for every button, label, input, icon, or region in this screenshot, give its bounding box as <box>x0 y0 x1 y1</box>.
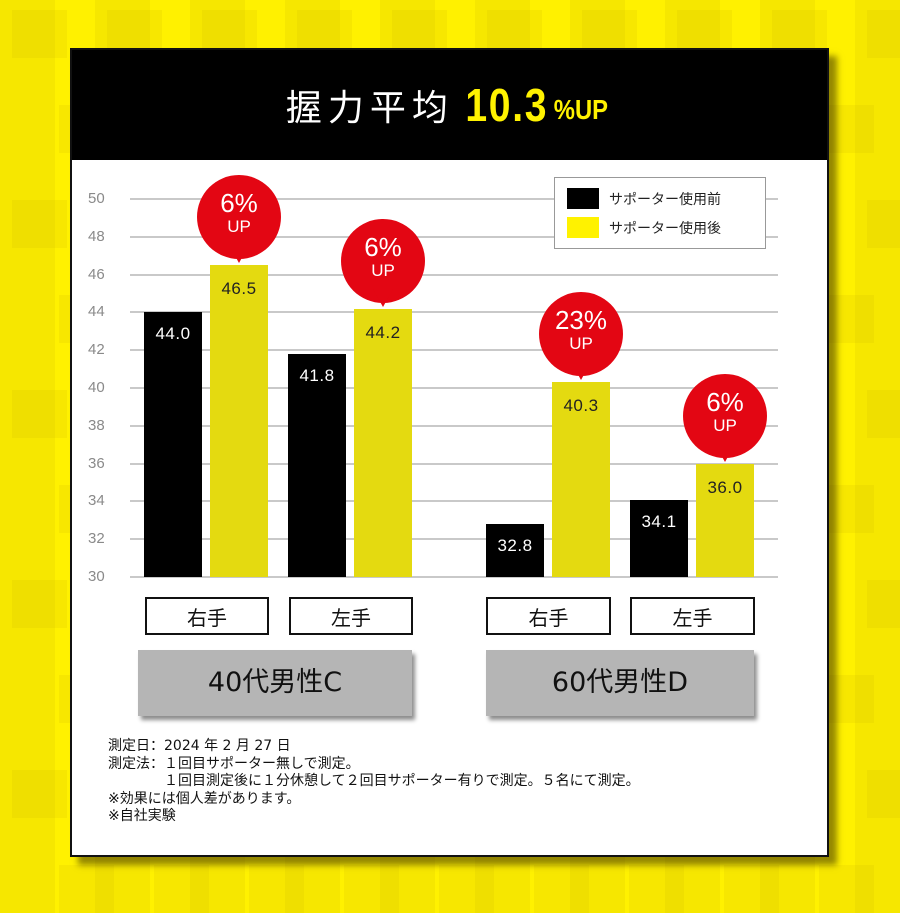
increase-callout: 6% UP <box>341 219 425 307</box>
bar-value-after: 46.5 <box>221 279 257 298</box>
gridline <box>130 425 778 427</box>
callout-up: UP <box>371 261 395 280</box>
gridline <box>130 500 778 502</box>
bar-after: 36.0 <box>696 464 754 577</box>
title-header: 握力平均 10.3 %UP <box>72 50 827 160</box>
y-tick-label: 36 <box>88 455 105 472</box>
background-tile <box>12 200 67 248</box>
legend-swatch-before <box>567 188 599 209</box>
notes: 測定日：2024 年 2 月 27 日 測定法：１回目サポーター無しで測定。 １… <box>108 738 640 826</box>
bar-value-before: 32.8 <box>497 536 533 555</box>
hand-label-c-right: 右手 <box>145 597 269 635</box>
gridline <box>130 576 778 578</box>
callout-up: UP <box>227 217 251 236</box>
background-tile <box>867 770 900 818</box>
title-suffix: %UP <box>554 94 609 125</box>
gridline <box>130 274 778 276</box>
bar-value-before: 41.8 <box>299 366 335 385</box>
gridline <box>130 349 778 351</box>
y-tick-label: 38 <box>88 417 105 434</box>
y-tick-label: 42 <box>88 341 105 358</box>
background-tile <box>867 10 900 58</box>
note-method-detail: １回目測定後に１分休憩して２回目サポーター有りで測定。５名にて測定。 <box>108 773 640 789</box>
callout-pointer-icon <box>571 362 591 380</box>
bar-value-after: 44.2 <box>365 323 401 342</box>
bar-before: 41.8 <box>288 354 346 577</box>
bar-value-after: 40.3 <box>563 396 599 415</box>
gridline <box>130 463 778 465</box>
hand-label-c-left: 左手 <box>289 597 413 635</box>
callout-pointer-icon <box>229 245 249 263</box>
background-tile <box>12 10 67 58</box>
gridline <box>130 538 778 540</box>
callout-percent: 6% <box>220 188 258 218</box>
y-tick-label: 32 <box>88 530 105 547</box>
y-tick-label: 40 <box>88 379 105 396</box>
bar-before: 34.1 <box>630 500 688 577</box>
bar-before: 44.0 <box>144 312 202 577</box>
group-label-c: 40代男性C <box>138 650 412 716</box>
legend-label-after: サポーター使用後 <box>609 220 721 237</box>
bar-after: 46.5 <box>210 265 268 577</box>
y-tick-label: 46 <box>88 266 105 283</box>
note-method: 測定法：１回目サポーター無しで測定。 <box>108 755 360 772</box>
legend-swatch-after <box>567 217 599 238</box>
legend-item-after: サポーター使用後 <box>567 217 721 238</box>
callout-percent: 6% <box>364 232 402 262</box>
y-tick-label: 50 <box>88 190 105 207</box>
y-tick-label: 44 <box>88 303 105 320</box>
gridline <box>130 311 778 313</box>
callout-percent: 6% <box>706 387 744 417</box>
bar-before: 32.8 <box>486 524 544 577</box>
background-tile <box>12 390 67 438</box>
background-tile <box>12 580 67 628</box>
y-tick-label: 34 <box>88 492 105 509</box>
hand-label-d-right: 右手 <box>486 597 611 635</box>
gridline <box>130 387 778 389</box>
increase-callout: 23% UP <box>539 292 623 380</box>
bar-after: 40.3 <box>552 382 610 577</box>
note-date: 測定日：2024 年 2 月 27 日 <box>108 738 291 754</box>
group-label-d: 60代男性D <box>486 650 754 716</box>
gridline <box>130 198 778 200</box>
background-tile <box>867 580 900 628</box>
y-tick-label: 30 <box>88 568 105 585</box>
bar-value-before: 44.0 <box>155 324 191 343</box>
increase-callout: 6% UP <box>197 175 281 263</box>
increase-callout: 6% UP <box>683 374 767 462</box>
callout-up: UP <box>569 334 593 353</box>
background-tile <box>867 390 900 438</box>
callout-pointer-icon <box>715 444 735 462</box>
background-tile <box>12 770 67 818</box>
hand-label-d-left: 左手 <box>630 597 755 635</box>
note-disclaimer: ※効果には個人差があります。 <box>108 790 301 807</box>
gridline <box>130 236 778 238</box>
y-tick-label: 48 <box>88 228 105 245</box>
title-number: 10.3 <box>465 79 549 131</box>
background-tile <box>867 200 900 248</box>
callout-pointer-icon <box>373 289 393 307</box>
callout-percent: 23% <box>554 305 608 335</box>
title-prefix: 握力平均 <box>285 88 454 129</box>
note-inhouse: ※自社実験 <box>108 808 176 824</box>
bar-value-after: 36.0 <box>707 478 743 497</box>
bar-after: 44.2 <box>354 309 412 577</box>
callout-up: UP <box>713 416 737 435</box>
legend-item-before: サポーター使用前 <box>567 188 721 209</box>
legend: サポーター使用前 サポーター使用後 <box>554 177 766 249</box>
bar-value-before: 34.1 <box>641 512 677 531</box>
legend-label-before: サポーター使用前 <box>609 191 721 208</box>
